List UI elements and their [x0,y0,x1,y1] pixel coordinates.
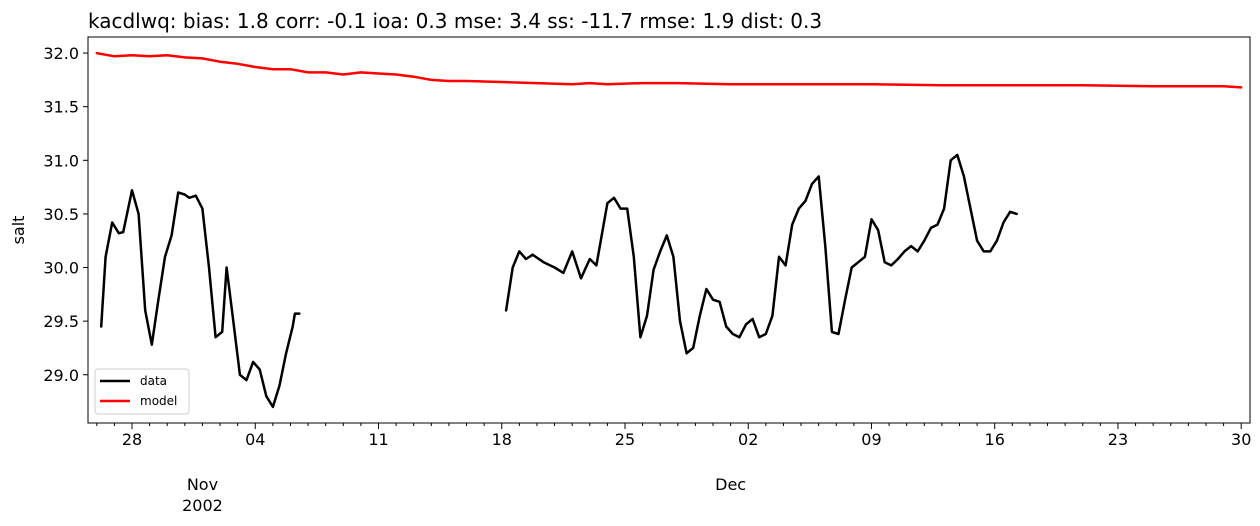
series-line-data-1 [504,153,1018,355]
series-line-data-0 [99,189,301,409]
x-axis: 28 04 11 18 25 02 09 16 23 30 Nov Dec 2002 [96,423,1251,515]
x-tick-label: 11 [368,430,388,449]
x-tick-label: 23 [1108,430,1128,449]
y-tick-label: 31.0 [43,151,79,170]
y-tick-label: 30.5 [43,205,79,224]
x-tick-label: 25 [615,430,635,449]
legend-label-model: model [140,394,177,408]
y-axis-label: salt [9,216,28,245]
y-tick-label: 29.5 [43,312,79,331]
x-year-label: 2002 [182,496,223,515]
y-tick-label: 31.5 [43,98,79,117]
x-tick-label: 18 [492,430,512,449]
chart-title: kacdlwq: bias: 1.8 corr: -0.1 ioa: 0.3 m… [88,9,822,33]
x-tick-label: 04 [245,430,265,449]
series-layer [95,51,1243,409]
legend-label-data: data [140,374,167,388]
y-axis: 29.0 29.5 30.0 30.5 31.0 31.5 32.0 [43,44,88,385]
x-tick-label: 16 [985,430,1005,449]
x-tick-label: 28 [122,430,142,449]
x-tick-label: 30 [1231,430,1251,449]
plot-area [87,36,1251,424]
y-tick-label: 29.0 [43,366,79,385]
x-month-label: Nov [187,475,218,494]
x-tick-label: 02 [738,430,758,449]
x-tick-label: 09 [861,430,881,449]
y-tick-label: 32.0 [43,44,79,63]
series-line-model-0 [95,51,1243,89]
y-tick-label: 30.0 [43,259,79,278]
x-month-label: Dec [715,475,746,494]
legend: data model [94,368,190,415]
